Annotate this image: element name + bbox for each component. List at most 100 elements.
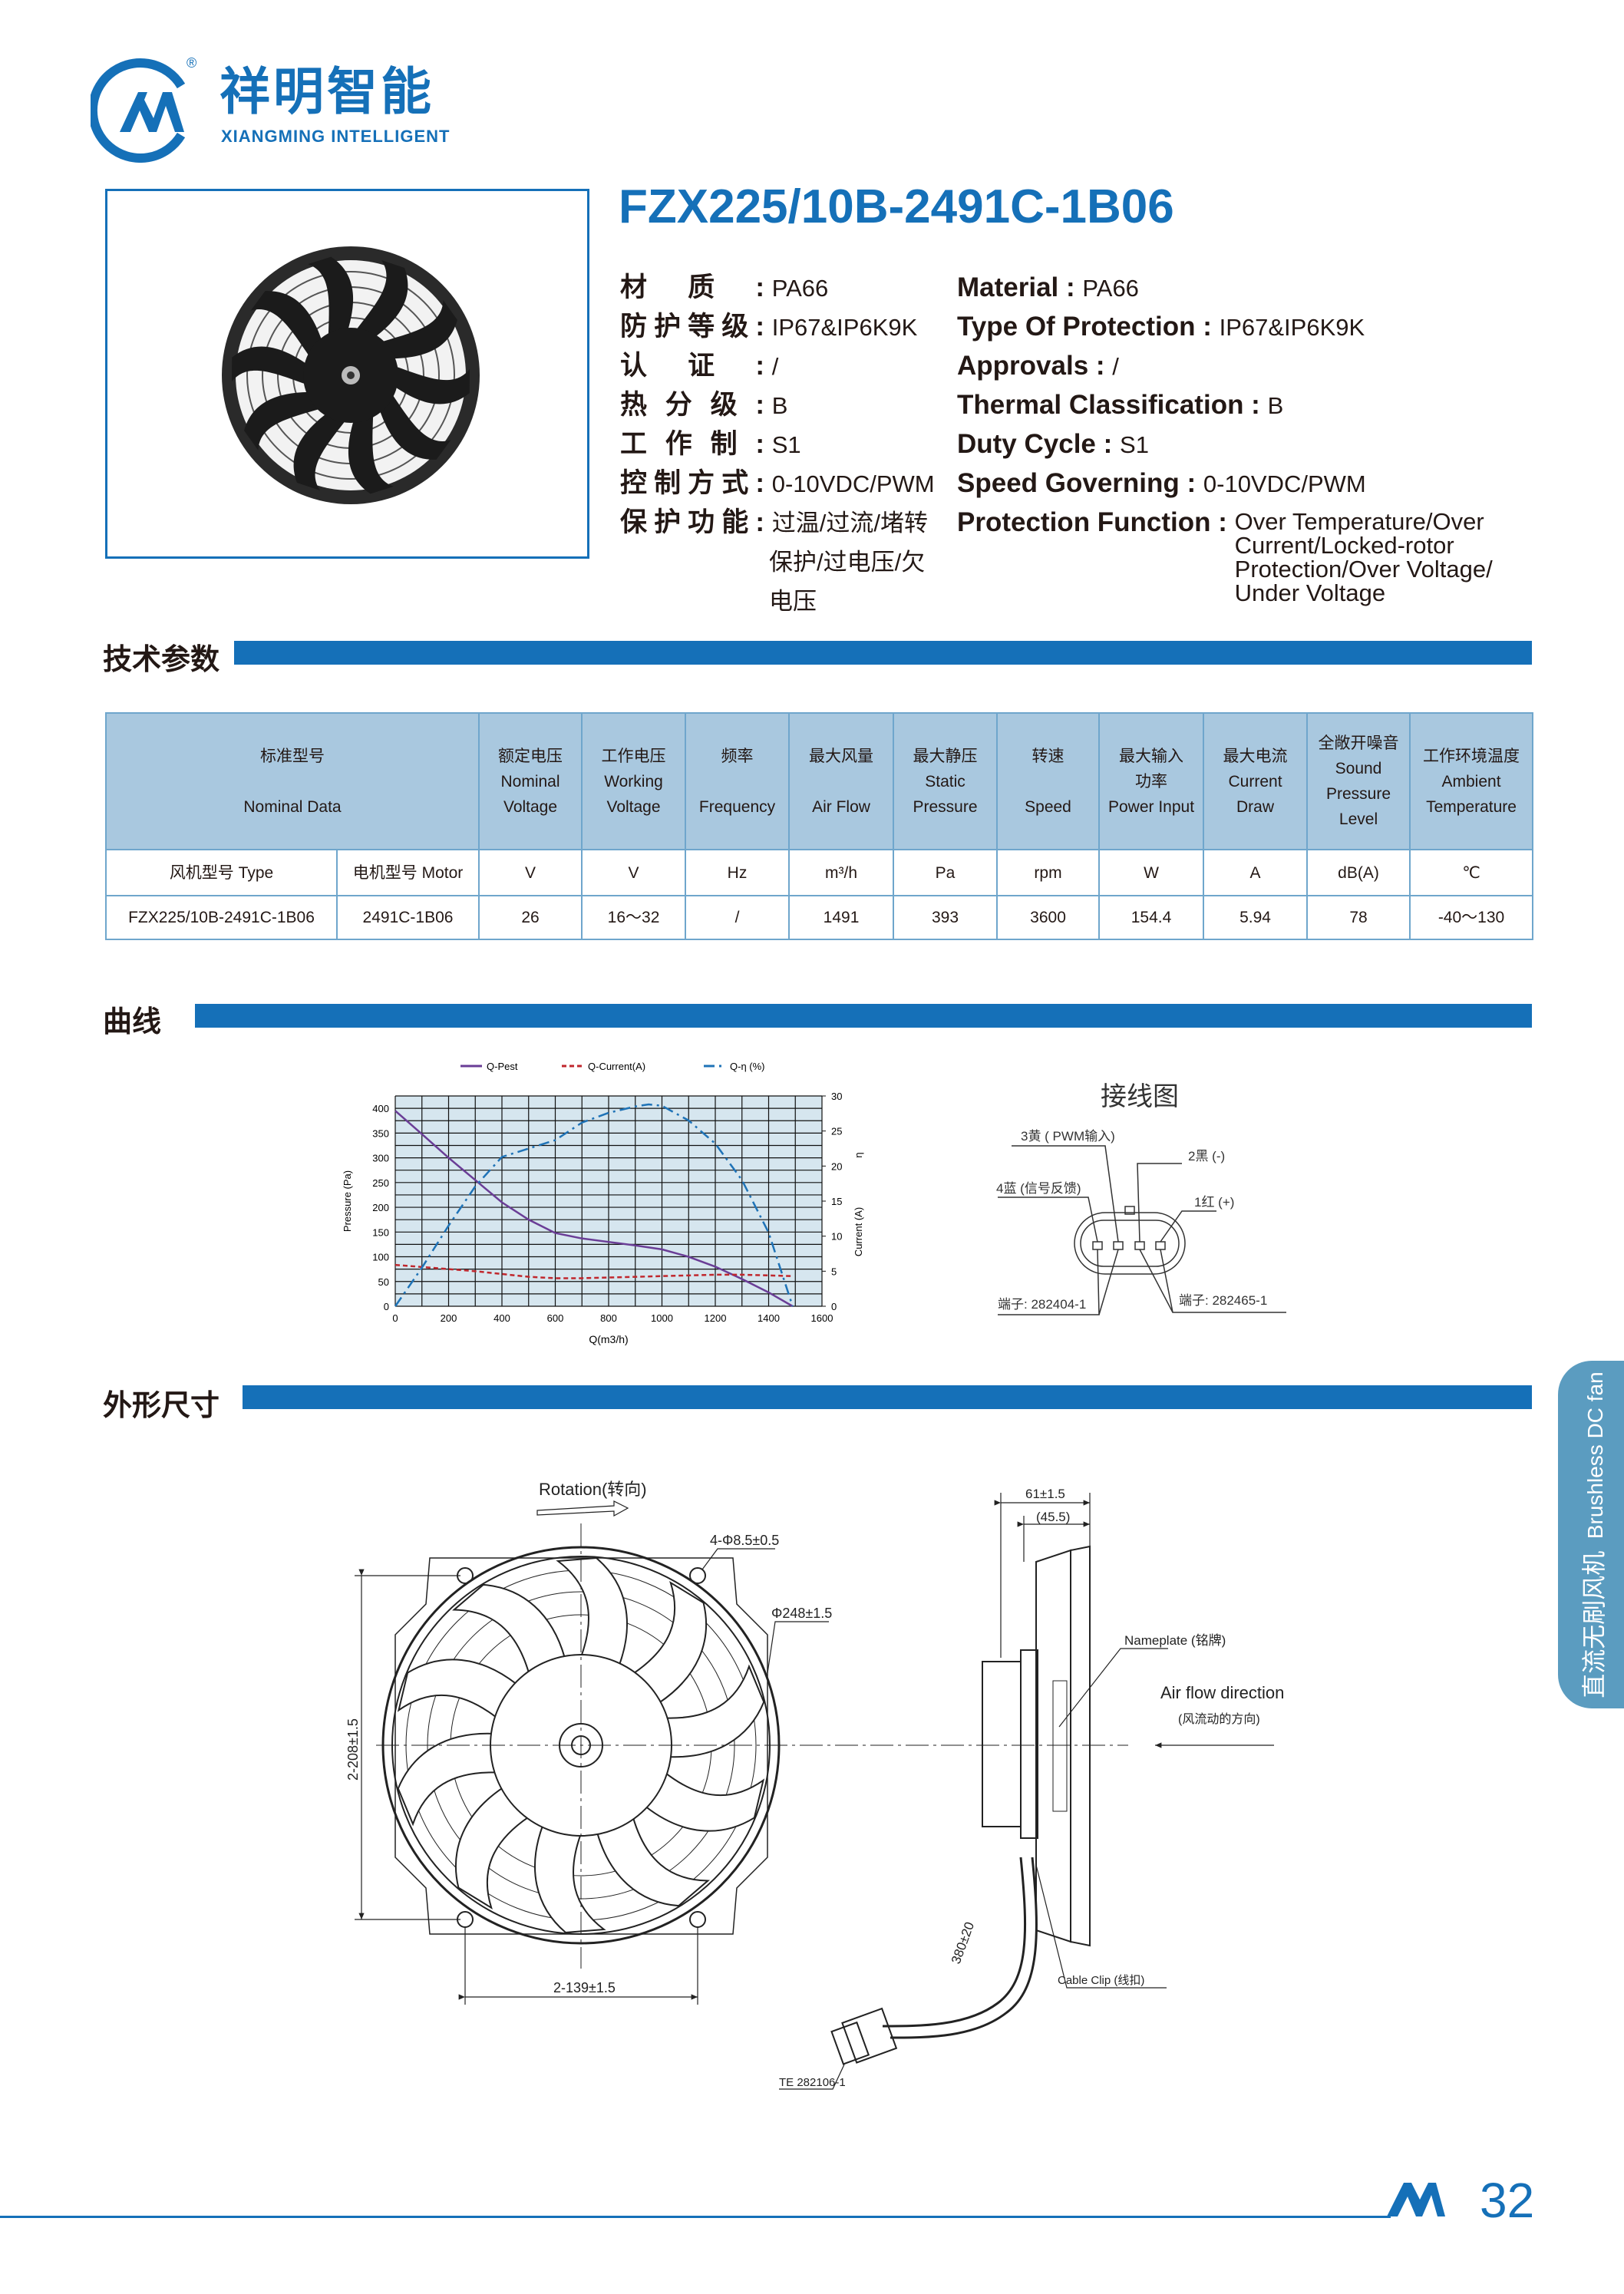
page-number: 32: [1480, 2173, 1535, 2228]
y2-axis-label-eta: η: [853, 1152, 864, 1157]
y-tick-label: 100: [372, 1252, 389, 1263]
params-table: 标准型号 Nominal Data 额定电压 Nominal Voltage 工作电…: [104, 712, 1534, 940]
y-axis-label: Pressure (Pa): [342, 1170, 353, 1232]
header-speed: 转速 Speed: [996, 712, 1101, 850]
wiring-terminal-a: 端子: 282404-1: [998, 1297, 1086, 1312]
series-line-0: [394, 1110, 794, 1308]
header-frequency: 频率 Frequency: [685, 712, 791, 850]
y-tick-label: 350: [372, 1127, 389, 1139]
y2-tick-label: 0: [831, 1301, 837, 1312]
x-tick-label: 1600: [811, 1312, 833, 1324]
wiring-pin3-label: 3黄 ( PWM输入): [1021, 1129, 1115, 1144]
x-tick-label: 0: [392, 1312, 398, 1324]
fan-photo-icon: [222, 246, 480, 504]
y-tick-label: 0: [384, 1301, 389, 1312]
y2-tick-label: 30: [831, 1091, 842, 1102]
section-bar-curve: [195, 1004, 1532, 1028]
legend-label: Q-Pest: [487, 1061, 518, 1072]
footer-logo-icon: [1387, 2183, 1445, 2216]
product-photo: [105, 189, 589, 559]
brand-name-cn: 祥明智能: [220, 63, 434, 120]
y-tick-label: 300: [372, 1153, 389, 1164]
section-bar-dimensions: [243, 1385, 1532, 1409]
series-line-2: [394, 1103, 794, 1307]
y2-tick-label: 15: [831, 1196, 842, 1207]
series-line-1: [394, 1263, 793, 1279]
horizontal-pitch-label: 2-139±1.5: [553, 1980, 616, 1995]
diameter-label: Φ248±1.5: [771, 1606, 832, 1621]
center-lines: [376, 1523, 1128, 1969]
category-cn: 直流无刷风机: [1580, 1550, 1608, 1698]
footer-line: [0, 2216, 1391, 2218]
y-tick-label: 50: [378, 1276, 389, 1288]
brand-name-en: XIANGMING INTELLIGENT: [221, 127, 451, 146]
section-title-params: 技术参数: [103, 644, 220, 676]
x-tick-label: 800: [600, 1312, 617, 1324]
product-model-title: FZX225/10B-2491C-1B06: [619, 180, 1174, 233]
rotation-label: Rotation(转向): [539, 1480, 647, 1499]
category-en: Brushless DC fan: [1583, 1371, 1607, 1539]
header-air-flow: 最大风量 Air Flow: [788, 712, 895, 850]
fan-side-view-icon: [830, 1545, 1091, 2065]
y2-tick-label: 20: [831, 1160, 842, 1172]
legend-label: Q-Current(A): [588, 1061, 645, 1072]
depth-label: 61±1.5: [1025, 1487, 1065, 1501]
spec-en-approvals: Approvals : /: [957, 351, 1119, 381]
depth-inner-label: (45.5): [1036, 1510, 1070, 1524]
x-tick-label: 1200: [705, 1312, 727, 1324]
spec-en-protection: Type Of Protection : IP67&IP6K9K: [957, 312, 1365, 342]
header-power-input: 最大输入 功率 Power Input: [1098, 712, 1205, 850]
x-tick-label: 600: [547, 1312, 564, 1324]
y2-axis-label: Current (A): [853, 1207, 864, 1256]
spec-en-protection-function: Protection Function : Over Temperature/O…: [957, 507, 1493, 606]
header-static-pressure: 最大静压 Static Pressure: [893, 712, 998, 850]
connector-label: TE 282106-1: [779, 2076, 846, 2089]
spec-en-duty: Duty Cycle : S1: [957, 429, 1149, 459]
y-tick-label: 150: [372, 1226, 389, 1238]
spec-en-material: Material : PA66: [957, 272, 1139, 302]
y2-tick-label: 25: [831, 1126, 842, 1137]
spec-cn-protection: 防护等级: IP67&IP6K9K: [620, 312, 918, 342]
wiring-title: 接线图: [1101, 1082, 1179, 1111]
table-row: FZX225/10B-2491C-1B06 2491C-1B06 26 16～32 /…: [105, 895, 1534, 940]
specs-cn: 材质: PA66 防护等级: IP67&IP6K9K 认证: / 热分级: B …: [620, 269, 942, 621]
wiring-terminal-b: 端子: 282465-1: [1179, 1293, 1267, 1308]
spec-cn-material: 材质: PA66: [620, 272, 829, 302]
header-nominal: 标准型号 Nominal Data: [104, 712, 480, 850]
spec-cn-duty: 工作制: S1: [620, 429, 801, 459]
holes-label: 4-Φ8.5±0.5: [710, 1533, 779, 1548]
x-tick-label: 400: [493, 1312, 510, 1324]
dimension-lines: [355, 1500, 829, 2005]
spec-cn-approvals: 认证: /: [620, 351, 779, 381]
registered-mark: ®: [186, 55, 197, 71]
header-nominal-voltage: 额定电压 Nominal Voltage: [478, 712, 583, 850]
spec-cn-thermal: 热分级: B: [620, 390, 788, 420]
spec-en-speed: Speed Governing : 0-10VDC/PWM: [957, 468, 1366, 498]
x-axis-label: Q(m3/h): [589, 1333, 628, 1345]
nameplate-label: Nameplate (铭牌): [1124, 1633, 1226, 1648]
cable-length-label: 380±20: [949, 1920, 977, 1966]
x-tick-label: 1400: [758, 1312, 780, 1324]
section-bar-params: [234, 641, 1532, 665]
spec-en-thermal: Thermal Classification : B: [957, 390, 1284, 420]
spec-cn-protection-line3: 电压: [769, 588, 817, 615]
y-tick-label: 400: [372, 1103, 389, 1114]
category-side-tab: 直流无刷风机 Brushless DC fan: [1558, 1361, 1624, 1708]
vertical-pitch-label: 2-208±1.5: [345, 1718, 361, 1781]
legend-label: Q-η (%): [730, 1061, 765, 1072]
header-sound-pressure: 全敞开噪音 Sound Pressure Level: [1306, 712, 1411, 850]
y-tick-label: 200: [372, 1202, 389, 1213]
brand-logo-icon: [91, 58, 186, 163]
section-title-curve: 曲线: [103, 1006, 162, 1038]
wiring-pin4-label: 4蓝 (信号反馈): [996, 1181, 1081, 1196]
table-header-row: 标准型号 Nominal Data 额定电压 Nominal Voltage 工作电…: [104, 712, 1534, 850]
y-tick-label: 250: [372, 1177, 389, 1189]
spec-cn-protection-line2: 保护/过电压/欠: [769, 549, 926, 576]
cable-clip-label: Cable Clip (线扣): [1058, 1974, 1144, 1987]
wiring-diagram: 接线图 3黄 ( PWM输入) 2黑 (-) 4蓝 (信号反馈) 1红 (+) …: [996, 1082, 1286, 1315]
section-title-dimensions: 外形尺寸: [103, 1390, 220, 1422]
wiring-pin2-label: 2黑 (-): [1188, 1149, 1225, 1164]
x-tick-label: 200: [441, 1312, 457, 1324]
